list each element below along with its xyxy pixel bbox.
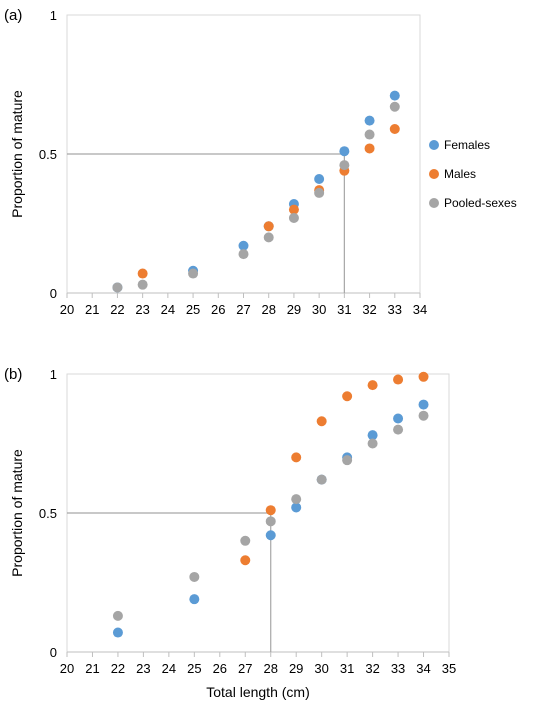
- panel-a: 20 21 22 23 24 25 26 27 28 29 30 31 32 33 34 0 0.5 1 (a) Pr…: [4, 7, 517, 317]
- x-tick-label: 21: [85, 302, 99, 317]
- x-tick-label: 27: [238, 661, 252, 676]
- x-tick-label: 22: [111, 661, 125, 676]
- data-point-males: [240, 555, 251, 566]
- legend-label-males: Males: [444, 167, 476, 181]
- data-point-females: [291, 502, 302, 513]
- x-tick-label: 23: [135, 302, 149, 317]
- data-point-pooled-sexes: [389, 101, 400, 112]
- data-point-pooled-sexes: [339, 160, 350, 171]
- x-tick-label: 30: [314, 661, 328, 676]
- data-point-females: [314, 174, 325, 185]
- data-point-pooled-sexes: [288, 212, 299, 223]
- y-tick-label: 0.5: [39, 147, 57, 162]
- x-tick-label: 28: [263, 661, 277, 676]
- data-point-males: [418, 371, 429, 382]
- x-tick-label: 26: [213, 661, 227, 676]
- data-point-pooled-sexes: [238, 249, 249, 260]
- data-point-pooled-sexes: [112, 610, 123, 621]
- x-tick-label: 32: [362, 302, 376, 317]
- x-tick-label: 20: [60, 661, 74, 676]
- legend-marker-males: [429, 169, 439, 179]
- data-point-females: [189, 594, 200, 605]
- data-point-females: [364, 115, 375, 126]
- x-tick-label: 30: [312, 302, 326, 317]
- data-point-males: [288, 204, 299, 215]
- data-point-males: [291, 452, 302, 463]
- data-point-males: [263, 221, 274, 232]
- x-tick-label: 26: [211, 302, 225, 317]
- data-point-males: [367, 380, 378, 391]
- y-tick-label: 0.5: [39, 506, 57, 521]
- data-point-females: [265, 530, 276, 541]
- data-point-pooled-sexes: [240, 535, 251, 546]
- x-tick-label: 23: [136, 661, 150, 676]
- data-point-males: [342, 391, 353, 402]
- y-axis-title: Proportion of mature: [9, 90, 25, 218]
- x-tick-label: 35: [442, 661, 456, 676]
- x-tick-label: 31: [340, 661, 354, 676]
- panel-label: (a): [4, 7, 22, 24]
- data-point-females: [112, 627, 123, 638]
- x-tick-label: 32: [365, 661, 379, 676]
- x-tick-label: 33: [391, 661, 405, 676]
- y-tick-label: 0: [50, 286, 57, 301]
- data-point-males: [316, 416, 327, 427]
- panel-b: 20 21 22 23 24 25 26 27 28 29 30 31 32 33 34 35 0 0.5 1 (b)…: [4, 366, 456, 700]
- data-point-males: [364, 143, 375, 154]
- x-tick-label: 29: [287, 302, 301, 317]
- legend: Females Males Pooled-sexes: [429, 138, 517, 210]
- x-tick-label: 28: [261, 302, 275, 317]
- data-point-pooled-sexes: [364, 129, 375, 140]
- legend-label-females: Females: [444, 138, 490, 152]
- data-point-females: [418, 399, 429, 410]
- x-tick-label: 20: [60, 302, 74, 317]
- x-tick-label: 29: [289, 661, 303, 676]
- data-point-pooled-sexes: [316, 474, 327, 485]
- y-axis-title: Proportion of mature: [9, 449, 25, 577]
- x-tick-label: 31: [337, 302, 351, 317]
- data-point-pooled-sexes: [263, 232, 274, 243]
- data-point-females: [389, 90, 400, 101]
- data-point-pooled-sexes: [189, 571, 200, 582]
- data-point-females: [393, 413, 404, 424]
- data-point-females: [339, 146, 350, 157]
- x-tick-label: 22: [110, 302, 124, 317]
- x-tick-label: 24: [161, 302, 175, 317]
- y-tick-label: 0: [50, 645, 57, 660]
- x-tick-label: 33: [388, 302, 402, 317]
- x-tick-label: 25: [187, 661, 201, 676]
- data-point-males: [393, 374, 404, 385]
- data-point-males: [137, 268, 148, 279]
- legend-label-pooled-sexes: Pooled-sexes: [444, 196, 517, 210]
- legend-marker-pooled-sexes: [429, 198, 439, 208]
- x-axis-title: Total length (cm): [206, 684, 309, 700]
- data-point-pooled-sexes: [112, 282, 123, 293]
- data-point-females: [367, 430, 378, 441]
- x-tick-label: 34: [413, 302, 427, 317]
- data-point-pooled-sexes: [367, 438, 378, 449]
- y-tick-label: 1: [50, 8, 57, 23]
- data-point-pooled-sexes: [188, 268, 199, 279]
- data-point-pooled-sexes: [393, 424, 404, 435]
- data-point-pooled-sexes: [418, 410, 429, 421]
- x-tick-label: 27: [236, 302, 250, 317]
- data-point-females: [238, 240, 249, 251]
- legend-marker-females: [429, 140, 439, 150]
- x-tick-label: 25: [186, 302, 200, 317]
- x-tick-label: 24: [162, 661, 176, 676]
- x-tick-label: 21: [85, 661, 99, 676]
- data-point-pooled-sexes: [265, 516, 276, 527]
- data-point-pooled-sexes: [137, 279, 148, 290]
- x-tick-label: 34: [416, 661, 430, 676]
- data-point-males: [265, 505, 276, 516]
- y-tick-label: 1: [50, 367, 57, 382]
- data-point-pooled-sexes: [291, 494, 302, 505]
- data-point-pooled-sexes: [314, 187, 325, 198]
- data-point-males: [389, 123, 400, 134]
- panel-label: (b): [4, 366, 22, 383]
- data-point-pooled-sexes: [342, 455, 353, 466]
